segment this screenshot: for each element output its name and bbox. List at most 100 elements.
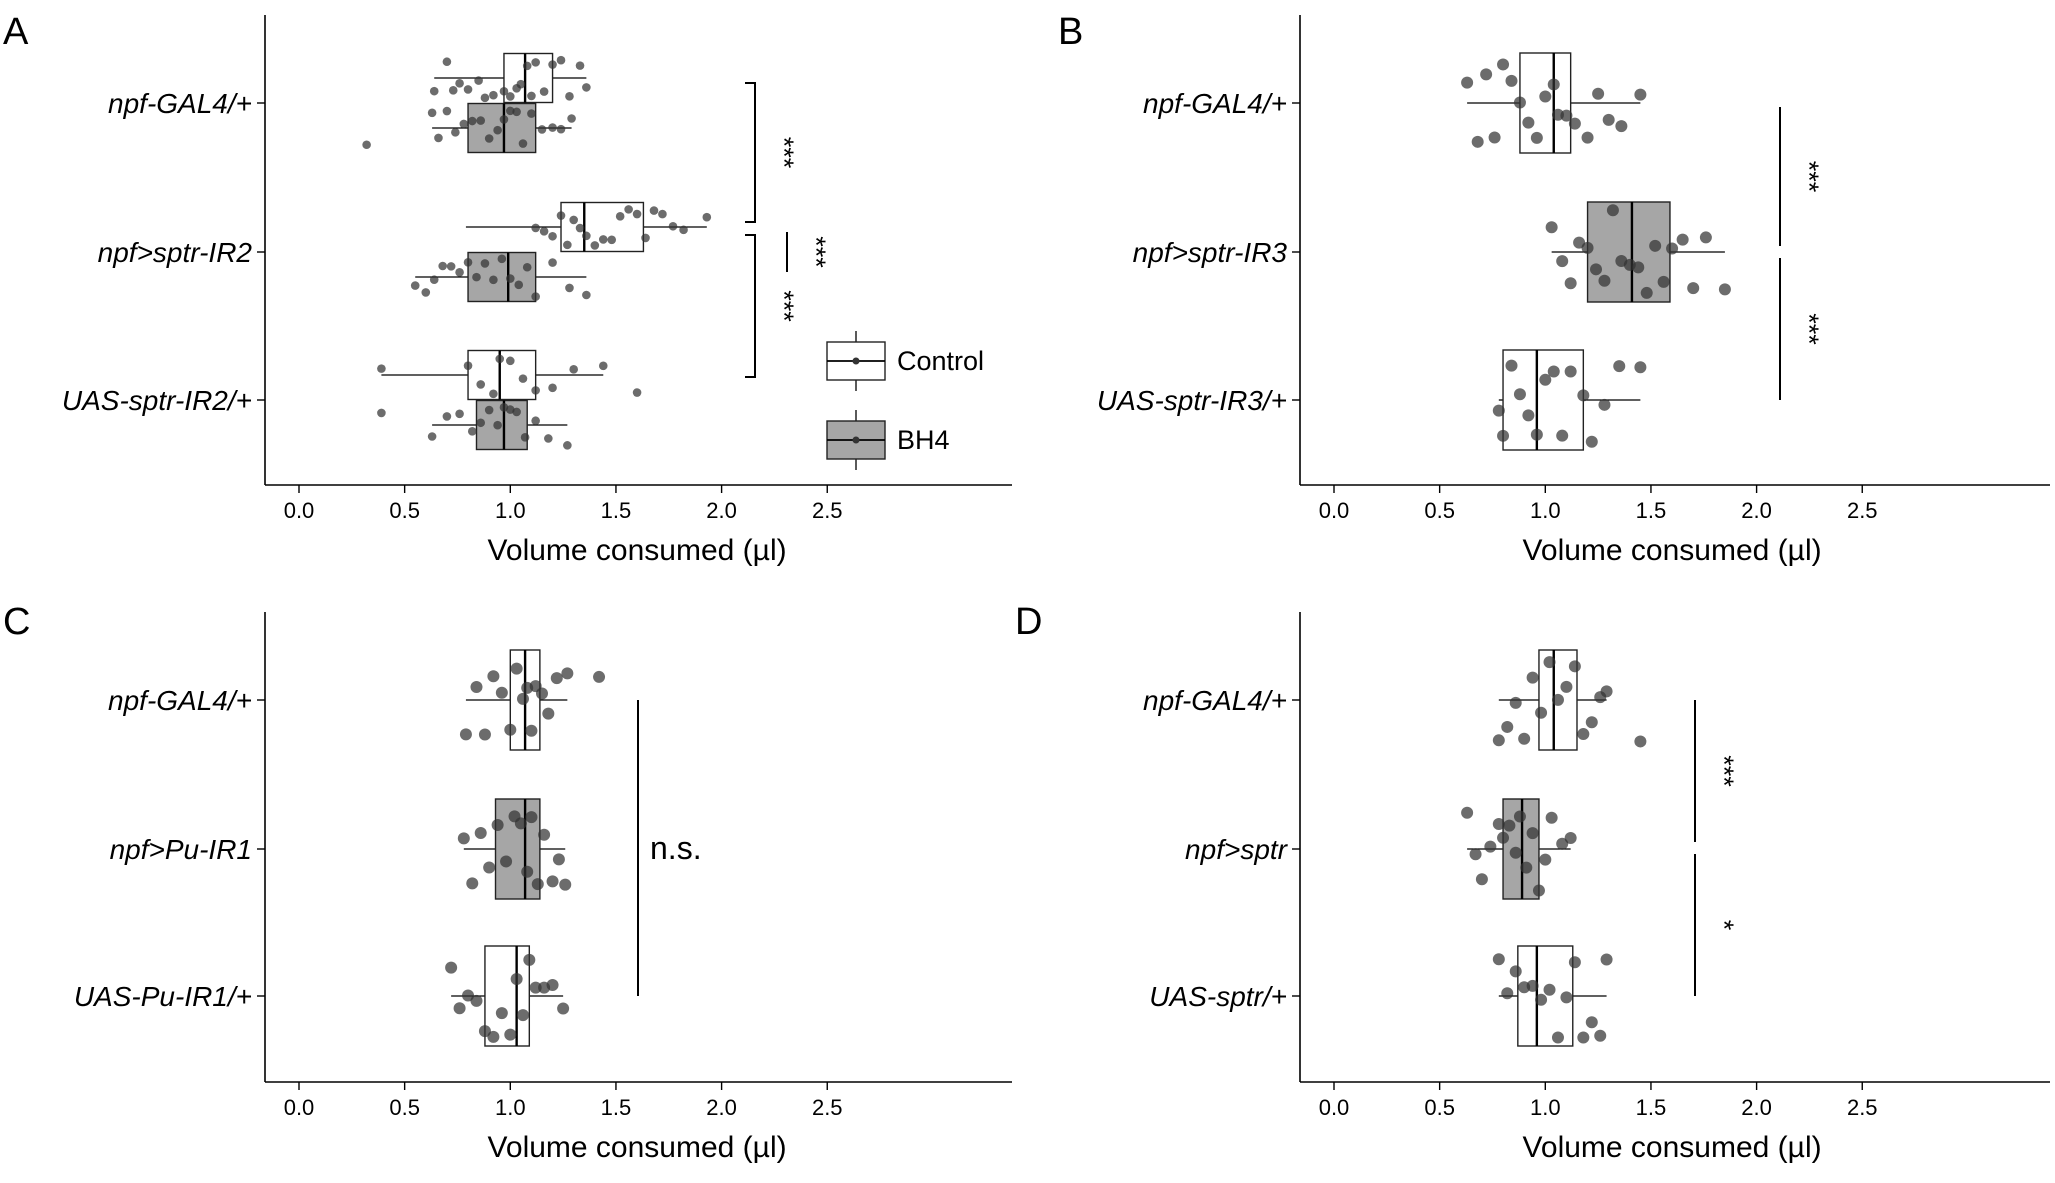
data-point — [1598, 398, 1611, 411]
data-point — [538, 828, 551, 841]
data-point — [1497, 429, 1510, 442]
data-point — [539, 226, 549, 236]
data-point — [575, 61, 585, 70]
data-point — [1503, 819, 1516, 832]
data-point — [582, 83, 591, 92]
x-axis-title: Volume consumed (µl) — [1523, 534, 1822, 567]
data-point — [1501, 987, 1514, 1000]
data-point — [1577, 728, 1590, 741]
data-point — [504, 723, 517, 736]
data-point — [1526, 979, 1539, 992]
data-point — [1613, 360, 1626, 373]
data-point — [598, 361, 608, 371]
data-point — [1718, 283, 1731, 296]
x-tick-label: 0.5 — [389, 1095, 420, 1120]
data-point — [575, 223, 585, 233]
x-tick-label: 2.5 — [812, 498, 843, 523]
data-point — [556, 55, 566, 65]
data-point — [429, 86, 439, 96]
data-point — [1535, 706, 1548, 719]
data-point — [1488, 131, 1501, 144]
data-point — [548, 258, 557, 267]
data-point — [483, 861, 496, 874]
data-point — [569, 215, 578, 225]
data-point — [459, 728, 472, 741]
data-point — [521, 865, 534, 878]
data-point — [582, 290, 591, 300]
data-point — [556, 124, 566, 134]
data-point — [499, 86, 509, 96]
data-point — [499, 115, 509, 124]
data-point — [493, 125, 502, 135]
data-point — [1632, 261, 1645, 274]
data-point — [1551, 1031, 1564, 1044]
box-control — [451, 945, 564, 1047]
y-category-label: npf-GAL4/+ — [1143, 685, 1287, 716]
data-point — [557, 1002, 570, 1015]
data-point — [1545, 811, 1558, 824]
data-point — [559, 878, 572, 891]
x-axis-title: Volume consumed (µl) — [1523, 1131, 1822, 1164]
data-point — [1560, 680, 1573, 693]
x-tick-label: 1.5 — [1636, 498, 1667, 523]
panel-letter: B — [1058, 11, 1083, 53]
data-point — [531, 58, 540, 67]
data-point — [1568, 117, 1581, 130]
box-rect — [484, 945, 531, 1047]
x-tick-label: 1.5 — [601, 498, 632, 523]
x-tick-label: 2.0 — [706, 1095, 737, 1120]
data-point — [1615, 120, 1628, 133]
data-point — [550, 672, 563, 685]
data-point — [1634, 88, 1647, 101]
data-point — [563, 441, 572, 450]
data-point — [1600, 953, 1613, 966]
data-point — [442, 412, 452, 421]
data-point — [1590, 263, 1603, 276]
data-point — [459, 119, 469, 129]
data-point — [529, 981, 542, 994]
y-category-label: npf>sptr-IR2 — [98, 237, 253, 268]
data-point — [1501, 720, 1514, 733]
data-point — [546, 979, 559, 992]
data-point — [1699, 231, 1712, 244]
data-point — [649, 206, 659, 215]
data-point — [1513, 388, 1526, 401]
data-point — [1657, 275, 1670, 288]
legend: Control BH4 — [826, 331, 984, 470]
data-point — [467, 116, 477, 126]
data-point — [702, 212, 712, 222]
box-bh4 — [1551, 201, 1725, 303]
data-point — [1520, 861, 1533, 874]
data-point — [1526, 671, 1539, 684]
data-point — [522, 61, 532, 71]
x-axis-title: Volume consumed (µl) — [488, 1131, 787, 1164]
data-point — [518, 374, 528, 383]
data-point — [1556, 837, 1569, 850]
data-point — [668, 221, 678, 231]
data-point — [497, 254, 507, 264]
data-point — [506, 92, 515, 101]
data-point — [438, 261, 447, 271]
significance-bracket — [745, 234, 756, 378]
data-point — [484, 405, 494, 415]
panel-letter: A — [3, 11, 29, 53]
data-point — [590, 241, 600, 250]
significance-label: n.s. — [650, 830, 702, 866]
data-point — [487, 1030, 500, 1043]
data-point — [445, 961, 458, 974]
data-point — [476, 116, 486, 125]
data-point — [434, 133, 443, 143]
data-point — [427, 432, 437, 441]
data-point — [446, 262, 456, 271]
data-point — [377, 364, 386, 373]
data-point — [522, 262, 532, 272]
data-point — [1585, 435, 1598, 448]
data-point — [1497, 831, 1510, 844]
panel-a: A 0.0 0.5 1.0 1.5 2.0 2.5 Volume consumed (µl) n… — [3, 11, 1012, 567]
data-point — [1530, 428, 1543, 441]
data-point — [1594, 1029, 1607, 1042]
data-point — [1676, 233, 1689, 246]
data-point — [531, 416, 540, 426]
data-point — [548, 383, 557, 393]
data-point — [624, 205, 633, 214]
